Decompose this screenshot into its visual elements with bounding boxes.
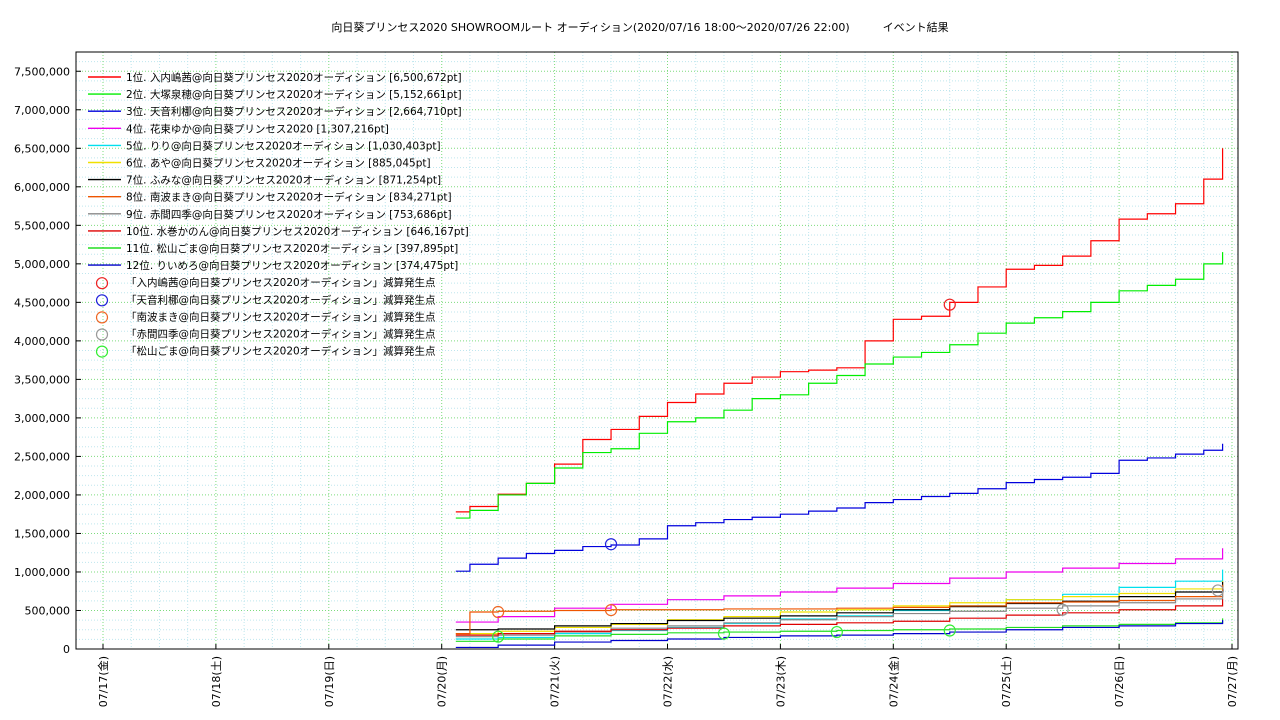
y-tick-label: 2,500,000	[14, 450, 70, 463]
legend-label-1: 1位. 入内嶋茜@向日葵プリンセス2020オーディション [6,500,672p…	[126, 71, 462, 84]
legend-label-6: 6位. あや@向日葵プリンセス2020オーディション [885,045pt]	[126, 157, 431, 170]
x-tick-label: 07/19(日)	[323, 656, 336, 707]
legend-label-12: 12位. りいめろ@向日葵プリンセス2020オーディション [374,475pt…	[126, 259, 458, 272]
x-tick-label: 07/20(月)	[436, 656, 449, 707]
marker-point-2	[604, 538, 618, 551]
series-line-10	[455, 599, 1224, 636]
y-tick-label: 500,000	[25, 604, 71, 617]
x-tick-label: 07/25(土)	[1000, 656, 1013, 707]
legend-label-7: 7位. ふみな@向日葵プリンセス2020オーディション [871,254pt]	[126, 174, 441, 187]
y-tick-label: 1,500,000	[14, 527, 70, 540]
legend-marker-label-2: 「天音利梛@向日葵プリンセス2020オーディション」減算発生点	[126, 293, 436, 306]
x-tick-label: 07/23(木)	[774, 656, 787, 707]
series-line-1	[455, 148, 1224, 513]
y-tick-label: 5,500,000	[14, 219, 70, 232]
series-line-7	[455, 581, 1224, 631]
x-tick-label: 07/26(日)	[1113, 656, 1126, 707]
legend-label-4: 4位. 花束ゆか@向日葵プリンセス2020 [1,307,216pt]	[126, 122, 389, 135]
y-tick-label: 3,500,000	[14, 373, 70, 386]
y-tick-label: 5,000,000	[14, 258, 70, 271]
marker-point-5	[830, 625, 843, 639]
legend-marker-1	[95, 277, 109, 290]
series-line-8	[455, 584, 1224, 635]
y-tick-label: 4,000,000	[14, 335, 70, 348]
legend-marker-label-1: 「入内嶋茜@向日葵プリンセス2020オーディション」減算発生点	[126, 276, 436, 289]
legend-label-11: 11位. 松山ごま@向日葵プリンセス2020オーディション [397,895pt…	[126, 242, 458, 255]
legend: 1位. 入内嶋茜@向日葵プリンセス2020オーディション [6,500,672p…	[88, 71, 469, 358]
series-group	[455, 148, 1224, 649]
marker-group	[492, 298, 1224, 643]
legend-marker-label-5: 「松山ごま@向日葵プリンセス2020オーディション」減算発生点	[126, 345, 436, 358]
plot-frame	[75, 51, 1239, 650]
marker-point-3	[492, 605, 505, 619]
legend-marker-2	[95, 294, 109, 307]
grid	[76, 51, 1238, 650]
marker-point-5	[717, 627, 731, 640]
series-line-6	[455, 580, 1224, 635]
legend-label-2: 2位. 大塚泉穂@向日葵プリンセス2020オーディション [5,152,661p…	[126, 88, 462, 101]
legend-marker-5	[95, 345, 109, 358]
y-tick-label: 7,500,000	[14, 65, 70, 78]
series-line-9	[455, 590, 1224, 638]
y-tick-label: 6,500,000	[14, 142, 70, 155]
legend-marker-3	[95, 311, 109, 324]
series-line-3	[455, 443, 1224, 572]
chart-title: 向日葵プリンセス2020 SHOWROOMルート オーディション(2020/07…	[331, 21, 949, 34]
y-tick-label: 3,000,000	[14, 412, 70, 425]
y-tick-label: 6,000,000	[14, 181, 70, 194]
marker-point-5	[943, 624, 956, 637]
series-line-12	[455, 620, 1224, 649]
marker-point-4	[1211, 584, 1224, 597]
marker-point-5	[492, 630, 505, 643]
legend-label-8: 8位. 南波まき@向日葵プリンセス2020オーディション [834,271pt]	[126, 191, 452, 204]
x-tick-label: 07/24(金)	[886, 656, 900, 707]
x-tick-label: 07/21(火)	[549, 656, 562, 707]
y-tick-label: 0	[63, 643, 70, 656]
x-tick-label: 07/22(水)	[662, 656, 675, 707]
legend-label-5: 5位. りり@向日葵プリンセス2020オーディション [1,030,403pt]	[126, 139, 441, 152]
series-line-11	[455, 618, 1224, 642]
series-line-5	[455, 569, 1224, 640]
y-tick-label: 2,000,000	[14, 489, 70, 502]
series-line-2	[455, 252, 1224, 519]
legend-label-9: 9位. 赤間四季@向日葵プリンセス2020オーディション [753,686pt]	[126, 208, 452, 221]
x-tick-label: 07/27(月)	[1226, 656, 1239, 707]
legend-label-10: 10位. 水巻かのん@向日葵プリンセス2020オーディション [646,167p…	[126, 225, 469, 238]
y-tick-label: 4,500,000	[14, 296, 70, 309]
x-tick-label: 07/18(土)	[210, 656, 223, 707]
series-line-4	[455, 548, 1224, 623]
marker-point-1	[943, 298, 956, 311]
marker-point-4	[1056, 603, 1069, 616]
y-tick-label: 7,000,000	[14, 104, 70, 117]
y-axis: 0 500,000 1,000,000 1,500,000 2,000,000 2,500…	[14, 65, 81, 656]
legend-marker-4	[95, 328, 109, 341]
x-tick-label: 07/17(金)	[96, 656, 110, 707]
y-tick-label: 1,000,000	[14, 566, 70, 579]
legend-marker-label-3: 「南波まき@向日葵プリンセス2020オーディション」減算発生点	[126, 310, 436, 323]
legend-marker-label-4: 「赤間四季@向日葵プリンセス2020オーディション」減算発生点	[126, 328, 436, 341]
marker-point-3	[604, 603, 618, 617]
legend-label-3: 3位. 天音利梛@向日葵プリンセス2020オーディション [2,664,710p…	[126, 105, 462, 118]
x-axis: 07/17(金) 07/18(土) 07/19(日) 07/20(月) 07/21(火)…	[96, 644, 1239, 707]
